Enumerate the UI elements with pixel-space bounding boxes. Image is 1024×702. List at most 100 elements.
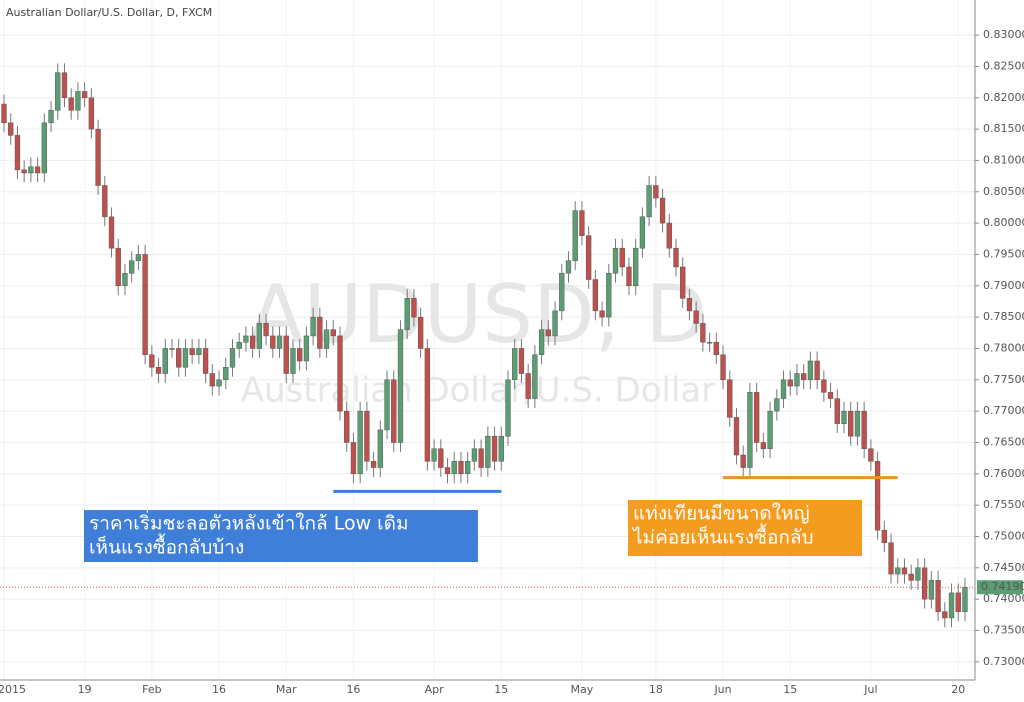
candle-body [229,348,236,368]
candle-body [350,442,357,475]
x-tick-label: Mar [276,683,297,696]
candle-body [928,580,935,600]
candle-body [626,266,632,287]
candle-body [559,273,565,312]
candle-body [841,410,847,424]
candle-body [404,298,410,330]
y-tick-label: 0.81000 [983,153,1024,166]
candle-body [88,97,95,130]
candle-body [21,169,27,174]
x-tick-label: 16 [212,683,226,696]
candle-body [915,567,921,581]
candle-body [14,135,21,171]
candle-body [68,97,74,111]
annotation-text: ราคาเริ่มชะลอตัวหลังเข้าใกล้ Low เดิม [89,510,409,535]
candle-body [532,354,538,399]
annotation-box [84,510,478,562]
candle-body [646,185,652,218]
x-tick-label: Feb [142,683,161,696]
candle-body [955,592,961,612]
candle-body [673,247,679,268]
candle-body [478,448,484,468]
candle-body [874,461,881,531]
candle-body [727,379,733,418]
candle-body [512,348,518,381]
candle-body [827,392,834,399]
candle-body [458,461,464,475]
candle-body [391,379,397,443]
candle-body [485,435,491,468]
candle-body [411,298,417,318]
candle-body [364,410,370,462]
y-tick-label: 0.73500 [983,623,1024,636]
candle-body [491,435,498,462]
candle-body [34,166,41,174]
x-tick-label: 15 [783,683,797,696]
candle-body [196,348,202,355]
candle-body [747,392,753,468]
candle-body [572,210,578,261]
candle-body [935,580,941,612]
candle-body [108,216,115,249]
candle-body [202,348,209,374]
candle-body [397,329,404,443]
chart-title: Australian Dollar/U.S. Dollar, D, FXCM [6,6,212,19]
last-price-label: 0.74190 [981,580,1024,593]
candle-body [263,323,269,337]
candle-body [129,260,135,274]
x-tick-label: 18 [649,683,663,696]
candle-body [606,273,612,318]
candle-body [767,410,773,449]
candle-body [223,367,229,381]
candle-body [249,335,256,349]
y-tick-label: 0.75500 [983,498,1024,511]
candle-body [814,360,820,381]
candle-body [417,316,424,349]
y-tick-label: 0.79000 [983,279,1024,292]
candle-body [599,310,605,318]
y-tick-label: 0.82000 [983,91,1024,104]
candle-body [612,247,619,274]
candle-body [753,392,760,443]
annotation-text: เห็นแรงซื้อกลับบ้าง [89,534,244,559]
candle-body [176,348,182,368]
candle-body [552,310,558,337]
candle-body [303,335,310,362]
candle-body [942,611,948,619]
candle-body [384,379,390,431]
candle-body [41,122,47,174]
candle-body [579,210,585,236]
x-tick-label: May [571,683,594,696]
candle-body [48,110,54,124]
candle-body [545,329,551,337]
candle-body [370,461,377,468]
candle-body [55,72,61,111]
candle-body [901,567,908,575]
candle-body [895,567,901,575]
candle-body [81,91,88,99]
candle-body [297,348,303,362]
y-tick-label: 0.83000 [983,28,1024,41]
x-tick-label: Jul [863,683,877,696]
candle-body [451,461,457,475]
candle-body [538,329,545,355]
candle-body [189,348,195,355]
candle-body [471,448,478,462]
y-tick-label: 0.74500 [983,561,1024,574]
candle-body [1,103,7,124]
x-tick-label: 19 [78,683,92,696]
candle-body [868,448,874,462]
candle-body [848,410,854,437]
candle-body [666,222,672,249]
y-tick-label: 0.76500 [983,435,1024,448]
candle-body [310,316,316,337]
candle-body [921,567,928,600]
candle-body [720,354,726,381]
candle-body [290,348,296,374]
y-tick-label: 0.74000 [983,592,1024,605]
candle-body [149,354,155,368]
candle-body [323,329,330,349]
candle-body [344,410,350,443]
annotation-text: แท่งเทียนมีขนาดใหญ่ [633,503,810,525]
